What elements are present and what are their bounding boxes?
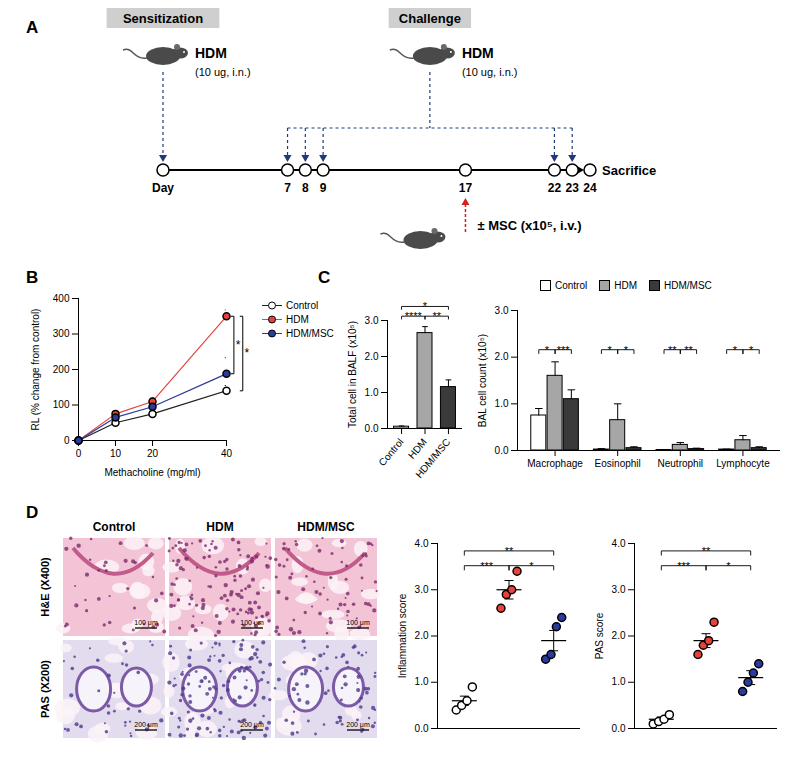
svg-text:0.0: 0.0 — [365, 423, 379, 434]
svg-text:PAS score: PAS score — [594, 612, 605, 659]
svg-text:17: 17 — [459, 181, 473, 195]
svg-text:4.0: 4.0 — [612, 538, 626, 549]
html-text:A: A — [26, 18, 39, 37]
svg-text:***: *** — [480, 560, 494, 572]
svg-text:± MSC (x10⁵, i.v.): ± MSC (x10⁵, i.v.) — [477, 218, 581, 233]
svg-text:*: * — [726, 560, 731, 572]
svg-text:9: 9 — [320, 181, 327, 195]
svg-text:10: 10 — [110, 448, 122, 459]
html-text:D: D — [26, 503, 39, 522]
svg-text:0.0: 0.0 — [415, 723, 429, 734]
svg-text:Eosinophil: Eosinophil — [595, 458, 641, 469]
svg-text:*: * — [607, 344, 612, 356]
svg-text:*: * — [529, 560, 534, 572]
svg-text:100: 100 — [53, 399, 70, 410]
html-text:C: C — [318, 268, 331, 287]
svg-text:4.0: 4.0 — [415, 538, 429, 549]
svg-text:Control: Control — [93, 520, 136, 534]
svg-text:Sensitization: Sensitization — [123, 11, 203, 26]
svg-text:0: 0 — [76, 448, 82, 459]
svg-text:*: * — [245, 346, 250, 360]
svg-text:**: ** — [432, 310, 441, 322]
svg-text:22: 22 — [548, 181, 562, 195]
svg-text:(10 ug, i.n.): (10 ug, i.n.) — [462, 66, 518, 78]
svg-text:RL (% change from control): RL (% change from control) — [30, 309, 41, 431]
svg-text:(10 ug, i.n.): (10 ug, i.n.) — [195, 66, 251, 78]
svg-text:*: * — [624, 344, 629, 356]
svg-text:0.0: 0.0 — [612, 723, 626, 734]
svg-text:*: * — [423, 300, 428, 312]
svg-text:2.0: 2.0 — [612, 630, 626, 641]
svg-text:HDM: HDM — [462, 45, 494, 61]
svg-text:**: ** — [668, 344, 677, 356]
svg-text:***: *** — [557, 344, 571, 356]
svg-text:BAL cell count (x10⁵): BAL cell count (x10⁵) — [477, 334, 488, 427]
svg-text:Neutrophil: Neutrophil — [658, 458, 704, 469]
svg-text:3.0: 3.0 — [415, 584, 429, 595]
html-text:HDM: HDM — [286, 314, 309, 325]
svg-text:Challenge: Challenge — [399, 11, 461, 26]
svg-text:1.0: 1.0 — [365, 387, 379, 398]
svg-text:20: 20 — [147, 448, 159, 459]
svg-text:7: 7 — [284, 181, 291, 195]
svg-text:HDM: HDM — [195, 45, 227, 61]
svg-text:1.0: 1.0 — [415, 676, 429, 687]
svg-text:1.0: 1.0 — [612, 676, 626, 687]
svg-text:H&E (X400): H&E (X400) — [39, 557, 51, 617]
html-text:HDM: HDM — [614, 280, 637, 291]
html-text:HDM/MSC: HDM/MSC — [286, 328, 334, 339]
svg-text:200 μm: 200 μm — [134, 721, 158, 729]
svg-text:Lymphocyte: Lymphocyte — [716, 458, 770, 469]
svg-text:3.0: 3.0 — [495, 305, 509, 316]
svg-text:2.0: 2.0 — [495, 351, 509, 362]
svg-text:0: 0 — [64, 435, 70, 446]
html-text:Control: Control — [286, 300, 319, 311]
svg-text:**: ** — [505, 545, 514, 557]
svg-text:***: *** — [677, 560, 691, 572]
svg-text:1.0: 1.0 — [495, 398, 509, 409]
svg-text:23: 23 — [566, 181, 580, 195]
svg-text:Macrophage: Macrophage — [527, 458, 583, 469]
svg-text:0.0: 0.0 — [495, 445, 509, 456]
svg-text:PAS (X200): PAS (X200) — [39, 660, 51, 718]
svg-text:*: * — [236, 338, 241, 352]
svg-text:40: 40 — [221, 448, 233, 459]
svg-text:200 μm: 200 μm — [240, 721, 264, 729]
svg-text:100 μm: 100 μm — [240, 619, 264, 627]
svg-text:****: **** — [405, 310, 423, 322]
svg-text:**: ** — [702, 545, 711, 557]
svg-text:100 μm: 100 μm — [134, 619, 158, 627]
svg-text:2.0: 2.0 — [365, 351, 379, 362]
svg-text:**: ** — [684, 344, 693, 356]
svg-text:Methacholine (mg/ml): Methacholine (mg/ml) — [104, 467, 200, 478]
svg-text:Total cell in BALF (x10⁵): Total cell in BALF (x10⁵) — [347, 321, 358, 428]
svg-text:100 μm: 100 μm — [346, 619, 370, 627]
svg-text:*: * — [749, 344, 754, 356]
svg-text:200 μm: 200 μm — [346, 721, 370, 729]
svg-text:400: 400 — [53, 293, 70, 304]
svg-text:3.0: 3.0 — [612, 584, 626, 595]
svg-text:8: 8 — [302, 181, 309, 195]
svg-text:HDM: HDM — [206, 520, 233, 534]
svg-text:2.0: 2.0 — [415, 630, 429, 641]
svg-text:*: * — [545, 344, 550, 356]
html-text:Control: Control — [555, 280, 588, 291]
svg-text:300: 300 — [53, 328, 70, 339]
svg-text:Day: Day — [152, 181, 174, 195]
svg-text:HDM/MSC: HDM/MSC — [413, 436, 452, 480]
svg-text:Sacrifice: Sacrifice — [602, 163, 656, 178]
svg-text:200: 200 — [53, 364, 70, 375]
svg-text:24: 24 — [583, 181, 597, 195]
html-text:B: B — [26, 268, 39, 287]
svg-text:Control: Control — [376, 436, 405, 468]
svg-text:3.0: 3.0 — [365, 315, 379, 326]
svg-text:HDM/MSC: HDM/MSC — [297, 520, 355, 534]
html-text:HDM/MSC: HDM/MSC — [664, 280, 712, 291]
svg-text:*: * — [733, 344, 738, 356]
svg-text:Inflammation score: Inflammation score — [397, 593, 408, 678]
